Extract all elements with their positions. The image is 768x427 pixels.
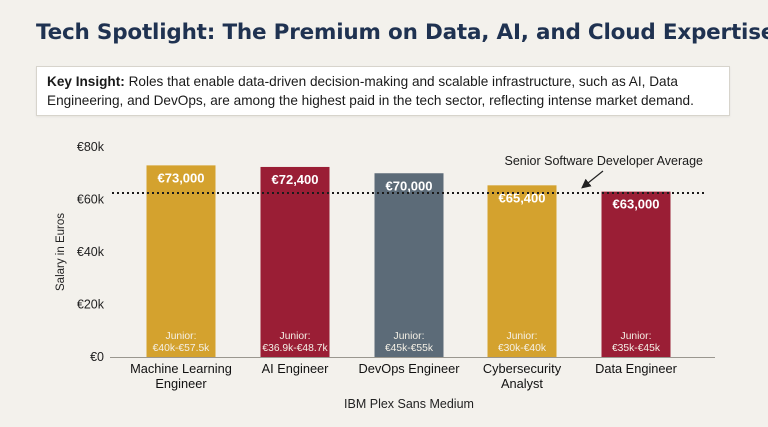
junior-title-label: Junior: [280, 331, 311, 342]
junior-title-label: Junior: [166, 331, 197, 342]
bar-value-label: €73,000 [158, 170, 205, 185]
bar [487, 185, 557, 357]
y-tick-label: €60k [77, 193, 105, 207]
y-tick-label: €20k [77, 298, 105, 312]
x-axis-label: IBM Plex Sans Medium [344, 397, 474, 411]
bar [146, 165, 216, 357]
reference-line-label: Senior Software Developer Average [505, 154, 704, 168]
y-tick-label: €0 [90, 350, 104, 364]
category-label: Cybersecurity [483, 361, 562, 376]
junior-range-label: €36.9k-€48.7k [262, 343, 328, 354]
junior-title-label: Junior: [394, 331, 425, 342]
junior-range-label: €45k-€55k [385, 343, 434, 354]
junior-range-label: €30k-€40k [498, 343, 547, 354]
category-label: Data Engineer [595, 361, 678, 376]
key-insight-text: Roles that enable data-driven decision-m… [47, 74, 694, 108]
junior-title-label: Junior: [507, 331, 538, 342]
bar [374, 173, 444, 357]
category-label: Analyst [501, 376, 543, 391]
bar-value-label: €65,400 [499, 190, 546, 205]
reference-line-group: Senior Software Developer Average [112, 154, 707, 194]
y-axis-label: Salary in Euros [55, 213, 67, 291]
y-tick-label: €40k [77, 245, 105, 259]
page-title: Tech Spotlight: The Premium on Data, AI,… [36, 20, 768, 45]
bar-value-label: €63,000 [613, 197, 660, 212]
junior-range-label: €35k-€45k [612, 343, 661, 354]
bar-value-label: €70,000 [386, 178, 433, 193]
key-insight-label: Key Insight: [47, 74, 125, 89]
category-label: AI Engineer [262, 361, 330, 376]
bar-value-label: €72,400 [272, 172, 319, 187]
key-insight-box: Key Insight: Roles that enable data-driv… [36, 66, 730, 116]
bars-group: €73,000Junior:€40k-€57.5k€72,400Junior:€… [146, 165, 671, 357]
reference-arrow [581, 170, 604, 189]
category-label: Engineer [155, 376, 207, 391]
y-axis: €0 €20k €40k €60k €80k [77, 140, 105, 364]
bar [260, 166, 330, 357]
category-label: Machine Learning [130, 361, 232, 376]
category-label: DevOps Engineer [358, 361, 460, 376]
bar [601, 191, 671, 357]
y-tick-label: €80k [77, 140, 105, 154]
junior-title-label: Junior: [621, 331, 652, 342]
junior-range-label: €40k-€57.5k [153, 343, 211, 354]
